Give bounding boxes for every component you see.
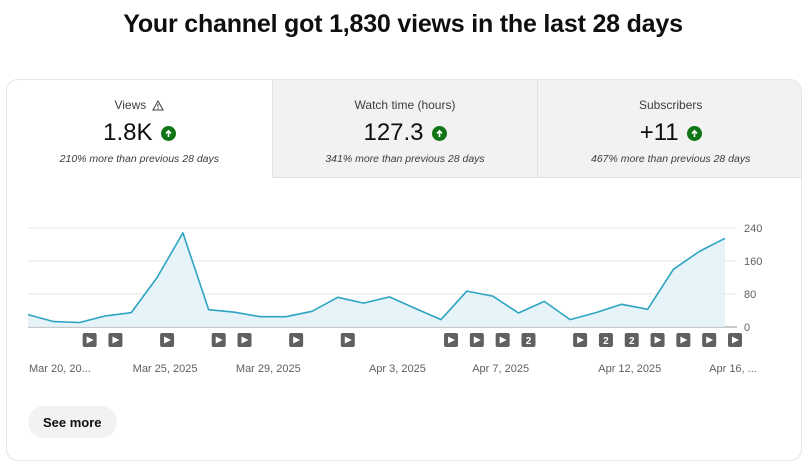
video-play-marker[interactable] xyxy=(108,333,123,347)
views-chart: 240 160 80 0 2 2 2 Mar 20, 20... Mar 25, 2025 Mar… xyxy=(27,223,762,375)
video-play-marker[interactable] xyxy=(650,333,665,347)
x-tick-label: Apr 12, 2025 xyxy=(598,363,661,375)
video-play-marker[interactable] xyxy=(211,333,226,347)
tab-views-value: 1.8K xyxy=(103,119,153,146)
play-icon xyxy=(577,336,585,344)
video-count-label: 2 xyxy=(526,336,532,347)
video-play-marker[interactable] xyxy=(676,333,691,347)
video-count-label: 2 xyxy=(603,336,609,347)
x-tick-label: Mar 29, 2025 xyxy=(236,363,301,375)
play-icon xyxy=(293,336,301,344)
play-icon xyxy=(215,336,223,344)
video-play-marker[interactable] xyxy=(728,333,742,347)
play-icon xyxy=(732,336,739,344)
video-count-label: 2 xyxy=(629,336,635,347)
analytics-card: Views 1.8K 210% more than previous 28 da… xyxy=(6,79,802,461)
tab-subscribers[interactable]: Subscribers +11 467% more than previous … xyxy=(537,80,801,178)
video-play-marker[interactable] xyxy=(495,333,510,347)
y-tick-label: 160 xyxy=(744,256,762,268)
video-play-marker[interactable] xyxy=(444,333,459,347)
play-icon xyxy=(654,336,662,344)
play-icon xyxy=(241,336,249,344)
warning-icon xyxy=(152,99,165,110)
tab-subscribers-label-row: Subscribers xyxy=(639,98,702,112)
metric-tabs: Views 1.8K 210% more than previous 28 da… xyxy=(7,80,801,178)
play-icon xyxy=(112,336,120,344)
tab-views-comparison: 210% more than previous 28 days xyxy=(59,153,220,165)
y-tick-label: 0 xyxy=(744,322,750,334)
play-icon xyxy=(706,336,714,344)
tab-subscribers-value: +11 xyxy=(639,119,679,146)
tab-watch-time-label-row: Watch time (hours) xyxy=(355,98,456,112)
play-icon xyxy=(473,336,481,344)
video-play-marker[interactable] xyxy=(289,333,304,347)
views-area xyxy=(28,232,725,327)
x-tick-label: Mar 25, 2025 xyxy=(133,363,198,375)
video-play-marker[interactable] xyxy=(469,333,484,347)
play-icon xyxy=(448,336,456,344)
tab-views[interactable]: Views 1.8K 210% more than previous 28 da… xyxy=(7,80,272,178)
video-play-marker[interactable] xyxy=(340,333,355,347)
video-play-marker[interactable] xyxy=(237,333,252,347)
play-icon xyxy=(164,336,172,344)
video-play-marker[interactable] xyxy=(82,333,97,347)
tab-views-label-row: Views xyxy=(114,98,165,112)
trend-up-icon xyxy=(160,125,176,141)
see-more-button[interactable]: See more xyxy=(28,406,117,438)
y-tick-label: 240 xyxy=(744,223,762,235)
trend-up-icon xyxy=(431,125,447,141)
x-tick-label: Apr 3, 2025 xyxy=(369,363,426,375)
tab-watch-time-label: Watch time (hours) xyxy=(354,98,456,112)
tab-watch-time-value-row: 127.3 xyxy=(273,119,538,147)
page-headline: Your channel got 1,830 views in the last… xyxy=(123,10,683,38)
play-icon xyxy=(499,336,507,344)
play-icon xyxy=(680,336,688,344)
trend-up-icon xyxy=(686,125,702,141)
video-play-marker[interactable] xyxy=(160,333,175,347)
views-line xyxy=(27,232,726,324)
x-tick-label: Apr 7, 2025 xyxy=(472,363,529,375)
play-icon xyxy=(86,336,94,344)
video-count-marker[interactable]: 2 xyxy=(624,333,639,347)
x-tick-label: Apr 16, ... xyxy=(709,363,757,375)
tab-watch-time-value: 127.3 xyxy=(363,119,424,146)
tab-views-label: Views xyxy=(114,98,147,112)
tab-watch-time[interactable]: Watch time (hours) 127.3 341% more than … xyxy=(271,80,538,178)
tab-views-value-row: 1.8K xyxy=(7,119,272,147)
tab-subscribers-comparison: 467% more than previous 28 days xyxy=(591,153,751,165)
play-icon xyxy=(344,336,352,344)
tab-watch-time-comparison: 341% more than previous 28 days xyxy=(325,153,485,165)
video-play-marker[interactable] xyxy=(702,333,717,347)
y-tick-label: 80 xyxy=(744,289,756,301)
video-play-marker[interactable] xyxy=(573,333,588,347)
x-tick-label: Mar 20, 20... xyxy=(29,363,91,375)
video-count-marker[interactable]: 2 xyxy=(521,333,536,347)
tab-subscribers-label: Subscribers xyxy=(639,98,703,112)
tab-subscribers-value-row: +11 xyxy=(538,119,801,147)
video-count-marker[interactable]: 2 xyxy=(598,333,613,347)
